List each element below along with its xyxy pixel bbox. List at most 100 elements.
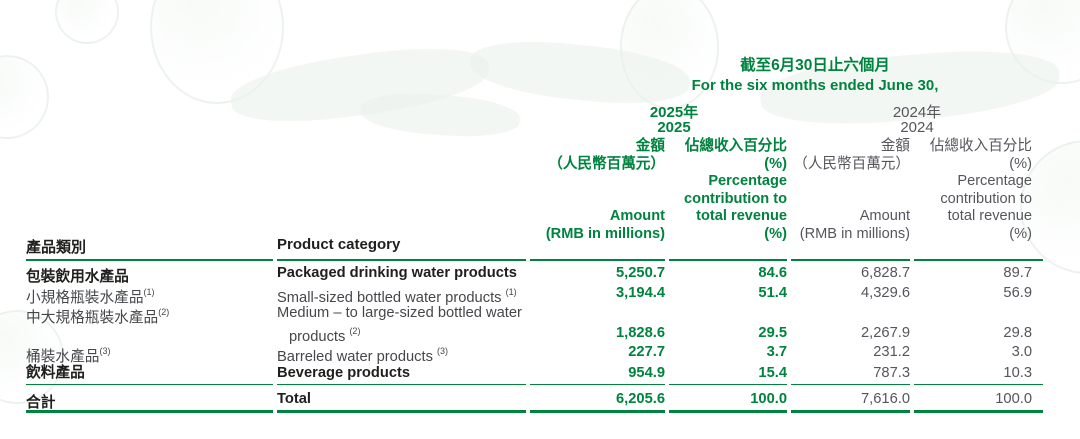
value-text: 29.5 [758,325,787,341]
total-label-en: Total [277,384,526,413]
row-label-zh: 小規格瓶裝水產品(1) [26,283,273,306]
amount-2025-value: 227.7 [628,344,665,360]
pct-2024-zh-unit: (%) [1009,155,1032,172]
amount-2025-value: 3,194.4 [615,285,665,301]
table-row-beverage: 飲料產品 Beverage products 954.9 15.4 787.3 … [26,363,1043,384]
table-row-total: 合計 Total 6,205.6 100.0 7,616.0 100.0 [26,384,1043,413]
row-label-en: Packaged drinking water products [277,259,526,283]
background-bubble [150,0,284,104]
row-label-zh: 飲料產品 [26,365,85,381]
spacer [793,191,910,209]
total-pct-2024: 100.0 [914,384,1043,413]
total-label-zh: 合計 [26,384,273,413]
total-amount-2025: 6,205.6 [530,384,665,413]
row-label-en: Small-sized bottled water products (1) [277,283,526,306]
background-bubble [0,55,49,139]
column-header-pct-2024: 佔總收入百分比 (%) Percentage contribution to t… [930,138,1032,244]
footnote-marker: (2) [158,307,170,317]
amount-2025-value: 5,250.7 [530,259,665,283]
table-row-barreled-water: 桶裝水產品(3) Barreled water products (3) 227… [26,343,1043,365]
pct-2024-value: 56.9 [1003,285,1032,301]
pct-2024-en1: Percentage [957,173,1032,190]
amount-2025-en: Amount [609,208,665,225]
background-bubble [227,37,493,133]
pct-2025-value: 84.6 [669,259,787,283]
row-header-en: Product category [277,236,401,253]
amount-2025-en-unit: (RMB in millions) [545,225,665,242]
pct-2025-value: 15.4 [758,365,787,381]
row-header-zh: 產品類別 [26,239,87,256]
amount-2025-zh-unit: （人民幣百萬元） [548,155,665,172]
pct-2024-en4: (%) [1009,225,1032,242]
pct-2024-en2: contribution to [940,190,1032,207]
amount-2024-zh: 金額 [880,138,910,154]
background-bubble [1005,0,1080,84]
product-category-table: 包裝飲用水產品 Packaged drinking water products… [26,259,1043,413]
background-bubble [467,33,693,112]
amount-2024-zh-unit: （人民幣百萬元） [793,155,910,172]
pct-2025-zh: 佔總收入百分比 [684,138,787,154]
column-header-amount-2024: 金額 （人民幣百萬元） Amount (RMB in millions) [793,138,910,244]
table-row-packaged-water: 包裝飲用水產品 Packaged drinking water products… [26,259,1043,285]
row-label-en: Barreled water products (3) [277,343,526,365]
row-label-zh: 包裝飲用水產品 [26,259,273,285]
total-pct-2025: 100.0 [669,384,787,413]
period-title-zh: 截至6月30日止六個月 [740,57,890,74]
period-title-en: For the six months ended June 30, [691,77,939,94]
row-label-zh: 中大規格瓶裝水產品(2) [26,304,273,343]
amount-2024-value: 231.2 [873,344,910,360]
background-bubble [358,89,522,141]
row-label-en: Beverage products [277,365,411,381]
amount-2025-zh: 金額 [635,138,665,154]
table-row-small-bottled: 小規格瓶裝水產品(1) Small-sized bottled water pr… [26,283,1043,306]
amount-2024-value: 6,828.7 [791,259,910,283]
row-label-en-text: Small-sized bottled water products [277,289,502,306]
amount-2025-value: 1,828.6 [530,304,665,343]
footnote-marker: (3) [437,346,449,356]
row-label-zh-text: 中大規格瓶裝水產品 [26,309,159,326]
pct-2024-value: 10.3 [1003,365,1032,381]
pct-2024-en3: total revenue [947,208,1032,225]
pct-2025-value: 51.4 [758,285,787,301]
pct-2025-en2: contribution to [684,190,787,207]
total-amount-2024: 7,616.0 [791,384,910,413]
amount-2024-en: Amount [859,208,910,225]
amount-2024-value: 2,267.9 [791,304,910,343]
row-label-en-line2: products (2) [277,323,526,347]
table-row-medium-large-bottled: 中大規格瓶裝水產品(2) Medium – to large-sized bot… [26,304,1043,345]
spacer [793,173,910,191]
footnote-marker: (1) [505,287,517,297]
value-text: 29.8 [1003,325,1032,341]
year-2025-zh: 2025年 [649,104,699,121]
amount-2024-en-unit: (RMB in millions) [799,225,910,242]
footnote-marker: (2) [349,326,361,336]
row-label-en-line2-text: products [289,328,346,345]
year-2024-en: 2024 [900,119,934,136]
pct-2024-value: 3.0 [1011,344,1032,360]
row-label-en-line1: Medium – to large-sized bottled water [277,305,522,321]
spacer [546,191,665,209]
row-label-en: Medium – to large-sized bottled water pr… [277,304,526,345]
footnote-marker: (3) [99,346,111,356]
pct-2024-value: 29.8 [914,304,1043,343]
pct-2025-en3: total revenue [696,208,787,225]
value-text: 2,267.9 [860,325,910,341]
pct-2025-zh-unit: (%) [764,155,787,172]
column-header-pct-2025: 佔總收入百分比 (%) Percentage contribution to t… [684,138,787,244]
pct-2025-en1: Percentage [708,173,787,190]
row-label-zh-text: 小規格瓶裝水產品 [26,289,144,306]
pct-2025-value: 3.7 [766,344,787,360]
amount-2024-value: 4,329.6 [860,285,910,301]
row-label-zh-text: 桶裝水產品 [26,348,100,365]
footnote-marker: (1) [143,287,155,297]
column-header-amount-2025: 金額 （人民幣百萬元） Amount (RMB in millions) [546,138,665,244]
amount-2024-value: 787.3 [873,365,910,381]
pct-2025-en4: (%) [764,225,787,242]
row-label-en-text: Barreled water products [277,348,433,365]
pct-2024-value: 89.7 [914,259,1043,283]
pct-2025-value: 29.5 [669,304,787,343]
value-text: 1,828.6 [615,325,665,341]
background-bubble [55,0,119,44]
pct-2024-zh: 佔總收入百分比 [929,138,1032,154]
year-2025-en: 2025 [657,119,691,136]
